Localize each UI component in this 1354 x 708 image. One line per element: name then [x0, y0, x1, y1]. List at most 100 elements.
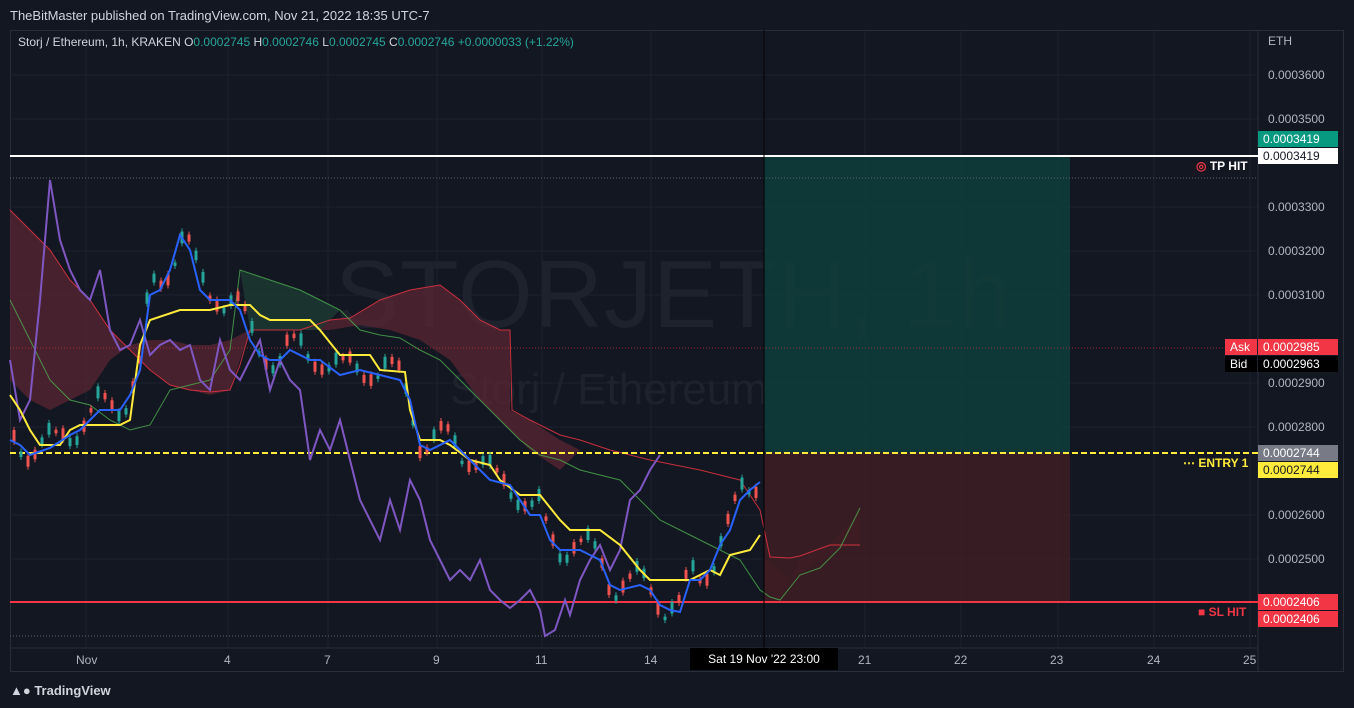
candle-body	[397, 360, 401, 371]
candle-body	[670, 601, 674, 614]
sl-tag-2: 0.0002406	[1258, 611, 1338, 627]
y-tick-8: 0.0002500	[1268, 552, 1325, 566]
legend-open-value: 0.0002745	[193, 35, 251, 49]
candle-body	[460, 460, 464, 465]
candle-body	[341, 355, 345, 361]
x-tick-9: 24	[1147, 653, 1161, 667]
candle-body	[75, 436, 79, 446]
candle-body	[614, 595, 618, 601]
candle-body	[488, 454, 492, 467]
ichimoku-cloud-future	[764, 510, 860, 600]
ellipsis-icon: ⋯	[1183, 456, 1195, 470]
ask-label: Ask	[1225, 339, 1257, 355]
ichimoku-cloud-bearish	[10, 210, 580, 470]
candle-body	[565, 554, 569, 563]
candle-body	[698, 578, 702, 584]
candle-body	[264, 358, 268, 370]
entry-text: ENTRY 1	[1198, 456, 1249, 470]
candle-body	[40, 437, 44, 445]
candle-body	[740, 477, 744, 490]
candle-body	[61, 428, 65, 440]
candle-body	[663, 616, 667, 621]
candle-body	[691, 560, 695, 572]
legend-open-label: O	[184, 35, 194, 49]
legend-symbol: Storj / Ethereum, 1h, KRAKEN	[18, 35, 181, 49]
target-icon: ◎	[1196, 159, 1207, 173]
candle-body	[47, 422, 51, 435]
candle-body	[110, 400, 114, 411]
candle-body	[369, 374, 373, 386]
sl-hit-text: SL HIT	[1208, 605, 1247, 619]
candle-body	[299, 333, 303, 346]
bid-label: Bid	[1225, 356, 1257, 372]
x-axis: Nov 4 7 9 11 14 21 22 23 24 25	[76, 653, 1257, 667]
publish-info: TheBitMaster published on TradingView.co…	[10, 8, 430, 23]
candle-body	[348, 351, 352, 363]
candle-body	[166, 273, 170, 286]
currency-label: ETH	[1268, 34, 1292, 48]
candle-body	[173, 262, 177, 266]
candle-body	[495, 467, 499, 473]
candle-body	[12, 430, 16, 442]
candle-body	[320, 364, 324, 375]
candle-body	[733, 494, 737, 502]
y-tick-5: 0.0002900	[1268, 376, 1325, 390]
x-tick-5: 14	[644, 653, 658, 667]
candle-body	[544, 516, 548, 521]
candle-body	[558, 553, 562, 563]
candle-body	[236, 291, 240, 301]
candle-body	[418, 446, 422, 459]
tradingview-logo[interactable]: ▲● TradingView	[10, 683, 111, 698]
tp-hit-text: TP HIT	[1209, 159, 1248, 173]
candle-body	[201, 271, 205, 283]
legend-close-value: 0.0002746	[397, 35, 455, 49]
footer: ▲● TradingView	[0, 672, 1354, 708]
candle-body	[754, 486, 758, 498]
senkou-span-b	[9, 209, 860, 559]
x-tick-4: 11	[535, 653, 548, 667]
candle-body	[362, 374, 366, 383]
legend-high-label: H	[253, 35, 263, 49]
candle-body	[89, 408, 93, 413]
candle-body	[187, 234, 191, 242]
candle-body	[376, 375, 380, 379]
y-tick-3: 0.0003200	[1268, 244, 1325, 258]
candle-body	[593, 541, 597, 549]
x-tick-10: 25	[1243, 653, 1257, 667]
publish-header: TheBitMaster published on TradingView.co…	[0, 0, 1354, 30]
candles	[12, 228, 758, 624]
legend-change: +0.0000033 (+1.22%)	[457, 35, 574, 49]
candle-body	[285, 334, 289, 346]
symbol-legend[interactable]: Storj / Ethereum, 1h, KRAKEN O0.0002745 …	[18, 35, 574, 49]
candle-body	[516, 499, 520, 510]
candle-body	[215, 299, 219, 312]
candle-body	[621, 580, 625, 593]
candle-body	[68, 438, 72, 447]
candle-body	[719, 536, 723, 547]
candle-body	[677, 595, 681, 604]
y-tick-2: 0.0003300	[1268, 200, 1325, 214]
candle-body	[33, 449, 37, 460]
tenkan-sen	[9, 232, 761, 614]
legend-low-label: L	[322, 35, 329, 49]
candle-body	[124, 408, 128, 415]
bid-tag: 0.0002963	[1258, 356, 1338, 372]
candle-body	[411, 420, 415, 426]
candle-body	[572, 542, 576, 554]
candle-body	[712, 566, 716, 573]
candle-body	[586, 528, 590, 541]
entry-label: ⋯ ENTRY 1	[1183, 456, 1248, 470]
y-tick-0: 0.0003600	[1268, 68, 1325, 82]
sl-hit-label: ■ SL HIT	[1198, 605, 1246, 619]
candle-body	[628, 573, 632, 579]
profit-zone	[764, 157, 1070, 453]
candle-body	[145, 292, 149, 304]
x-tick-3: 9	[433, 653, 440, 667]
candle-body	[684, 569, 688, 579]
candle-body	[292, 333, 296, 339]
x-tick-6: 21	[858, 653, 872, 667]
kijun-sen	[9, 304, 761, 581]
crosshair-time-label: Sat 19 Nov '22 23:00	[690, 648, 838, 670]
senkou-span-a	[9, 269, 861, 601]
